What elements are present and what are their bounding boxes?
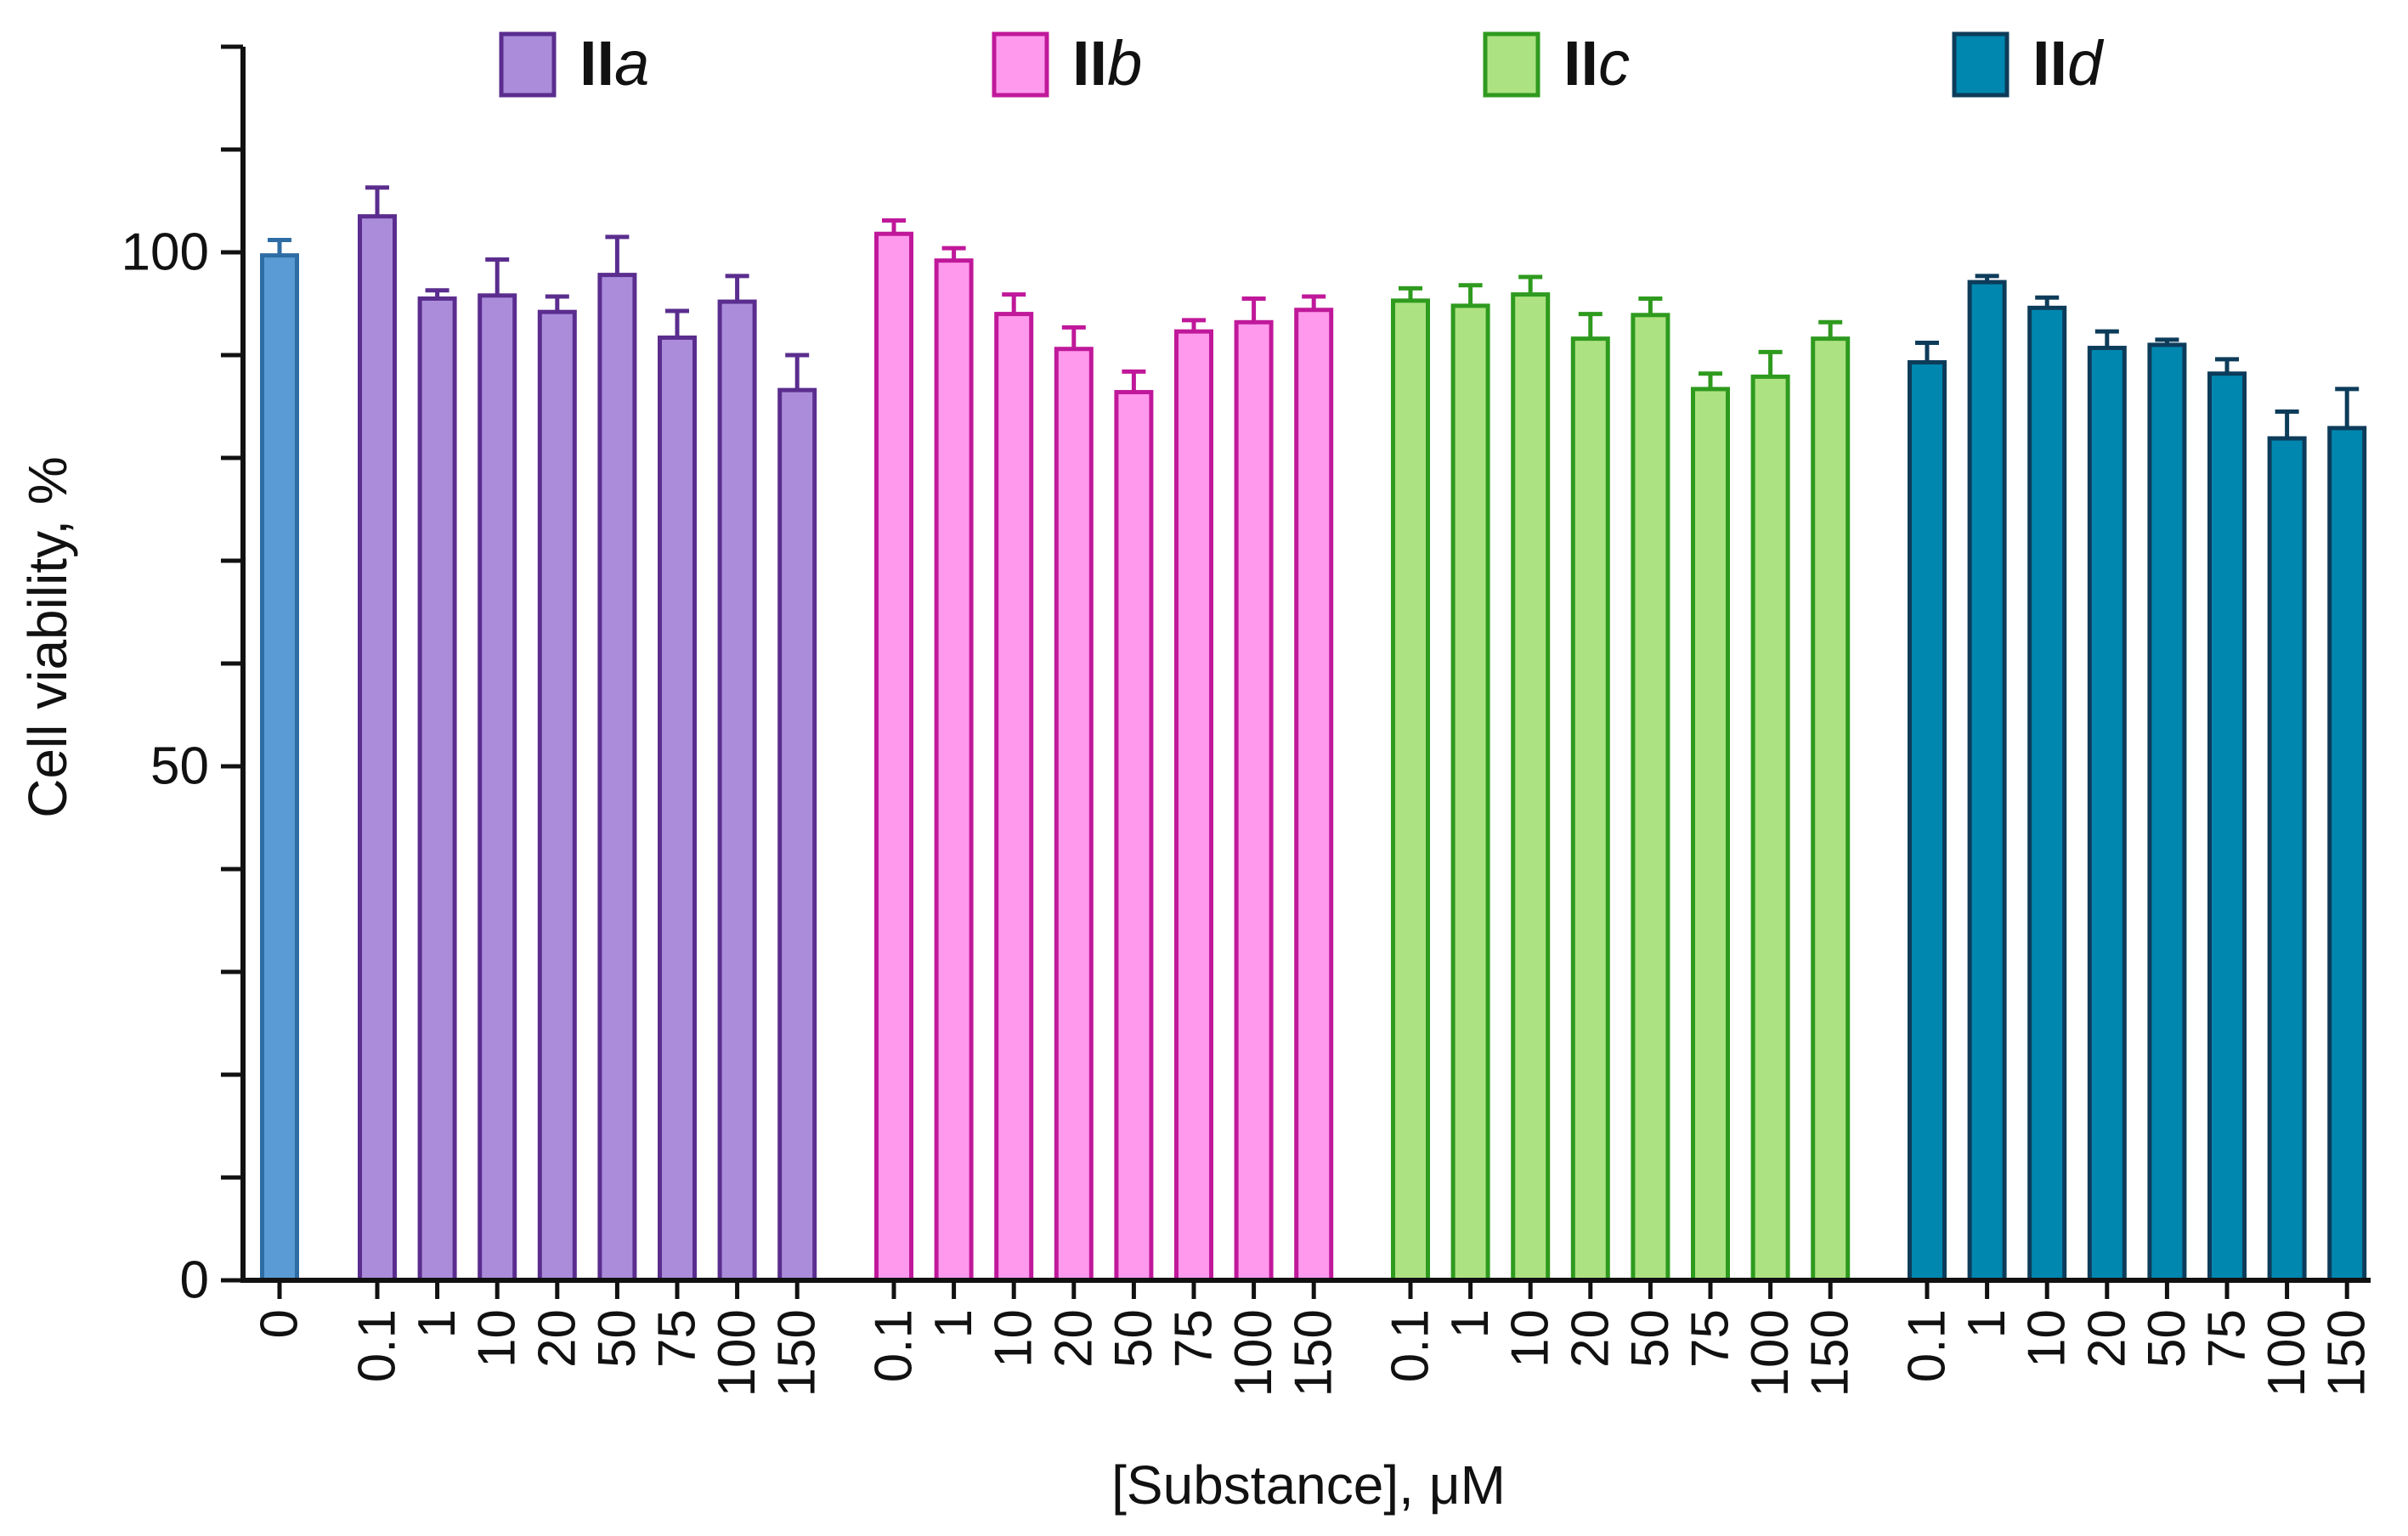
- bar-IIc-50: [1631, 313, 1670, 1283]
- x-tick-label-IIb-100: 100: [1224, 1309, 1283, 1397]
- bar-IIa-75: [658, 335, 697, 1283]
- x-tick-label-IIb-20: 20: [1044, 1309, 1103, 1368]
- bar-IIc-20: [1570, 336, 1610, 1283]
- bar-IIa-20: [537, 309, 577, 1283]
- x-tick-label-IIb-150: 150: [1285, 1309, 1343, 1397]
- bar-IId-20: [2087, 346, 2127, 1283]
- bar-IIa-1: [417, 296, 457, 1283]
- y-tick-label-50: 50: [150, 737, 209, 796]
- bar-IIc-100: [1750, 374, 1790, 1283]
- bars-layer: [260, 185, 2367, 1283]
- bar-IIb-10: [994, 312, 1034, 1283]
- x-tick-label-IIb-10: 10: [985, 1309, 1043, 1368]
- bar-IIc-75: [1691, 387, 1730, 1283]
- x-tick-label-IId-100: 100: [2258, 1309, 2316, 1397]
- y-tick-label-0: 0: [180, 1251, 209, 1310]
- x-tick-label-IIa-75: 75: [648, 1309, 707, 1368]
- legend-label-IIc: IIc: [1563, 28, 1630, 99]
- bar-IIb-150: [1294, 308, 1334, 1283]
- legend-swatch-IId: [1952, 31, 2009, 98]
- bar-IIb-75: [1174, 329, 1213, 1283]
- x-tick-label-IId-10: 10: [2018, 1309, 2077, 1368]
- legend-label-IIa: IIa: [579, 28, 649, 99]
- legend-label-IId: IId: [2032, 28, 2105, 99]
- x-tick-label-control: 0: [251, 1309, 309, 1338]
- x-tick-label-IIa-150: 150: [768, 1309, 827, 1397]
- bar-IIb-100: [1234, 319, 1274, 1283]
- x-tick-label-IIb-50: 50: [1105, 1309, 1163, 1368]
- x-tick-label-IIa-10: 10: [468, 1309, 527, 1368]
- x-tick-label-IIb-75: 75: [1165, 1309, 1224, 1368]
- x-tick-label-IId-0.1: 0.1: [1898, 1309, 1957, 1382]
- x-tick-label-IId-1: 1: [1958, 1309, 2016, 1338]
- x-tick-label-IIb-0.1: 0.1: [865, 1309, 924, 1382]
- y-tick-label-100: 100: [122, 223, 209, 282]
- bar-IIa-10: [478, 293, 517, 1283]
- x-tick-label-IId-150: 150: [2318, 1309, 2377, 1397]
- bar-IIc-1: [1450, 303, 1490, 1283]
- bar-IIb-1: [934, 258, 974, 1283]
- bar-IIb-20: [1054, 347, 1094, 1283]
- axes-layer: [221, 44, 2371, 1299]
- bar-IId-1: [1967, 280, 2007, 1283]
- bar-IIc-0.1: [1391, 298, 1430, 1283]
- bar-IIc-150: [1811, 336, 1851, 1283]
- bar-IId-150: [2327, 426, 2367, 1283]
- bar-IIb-50: [1114, 390, 1154, 1283]
- legend-label-IIb: IIb: [1072, 28, 1142, 99]
- x-tick-label-IIa-100: 100: [708, 1309, 766, 1397]
- legend-swatch-IIc: [1483, 31, 1540, 98]
- x-tick-label-IIc-20: 20: [1561, 1309, 1619, 1368]
- bar-IId-100: [2267, 436, 2307, 1283]
- x-tick-label-IIc-0.1: 0.1: [1382, 1309, 1440, 1382]
- legend: IIa IIb IIc IId: [499, 28, 2105, 99]
- x-tick-label-IIa-0.1: 0.1: [348, 1309, 407, 1382]
- x-tick-label-IIa-1: 1: [408, 1309, 466, 1338]
- legend-swatch-IIa: [499, 31, 557, 98]
- bar-IIa-100: [717, 299, 757, 1283]
- bar-IId-50: [2147, 342, 2187, 1283]
- legend-swatch-IIb: [992, 31, 1049, 98]
- bar-IIc-10: [1511, 292, 1551, 1283]
- x-tick-label-IIc-75: 75: [1682, 1309, 1740, 1368]
- bar-IIb-0.1: [874, 231, 913, 1283]
- x-tick-label-IId-20: 20: [2077, 1309, 2136, 1368]
- x-tick-label-IIc-100: 100: [1741, 1309, 1800, 1397]
- bar-IId-10: [2027, 305, 2067, 1283]
- x-tick-label-IIa-20: 20: [528, 1309, 586, 1368]
- x-tick-label-IIc-10: 10: [1501, 1309, 1560, 1368]
- y-axis-title: Cell viability, %: [17, 456, 78, 818]
- x-axis-title: [Substance], μM: [1111, 1454, 1506, 1516]
- bar-IIa-50: [597, 273, 637, 1283]
- bar-IIa-0.1: [358, 214, 397, 1283]
- bar-IId-75: [2207, 371, 2247, 1283]
- x-tick-label-IIc-1: 1: [1441, 1309, 1500, 1338]
- x-tick-label-IId-75: 75: [2198, 1309, 2257, 1368]
- x-tick-label-IIa-50: 50: [588, 1309, 647, 1368]
- bar-control: [260, 253, 299, 1283]
- x-tick-label-IIb-1: 1: [924, 1309, 983, 1338]
- x-tick-label-IId-50: 50: [2138, 1309, 2196, 1368]
- bar-IId-0.1: [1908, 359, 1947, 1283]
- labels-layer: 0 0.1 1 10 20 50 75 100 150 0.1 1 10 20 50 75 100 150 0.1…: [122, 223, 2377, 1398]
- x-tick-label-IIc-150: 150: [1801, 1309, 1860, 1397]
- bar-IIa-150: [777, 387, 817, 1283]
- x-tick-label-IIc-50: 50: [1621, 1309, 1680, 1368]
